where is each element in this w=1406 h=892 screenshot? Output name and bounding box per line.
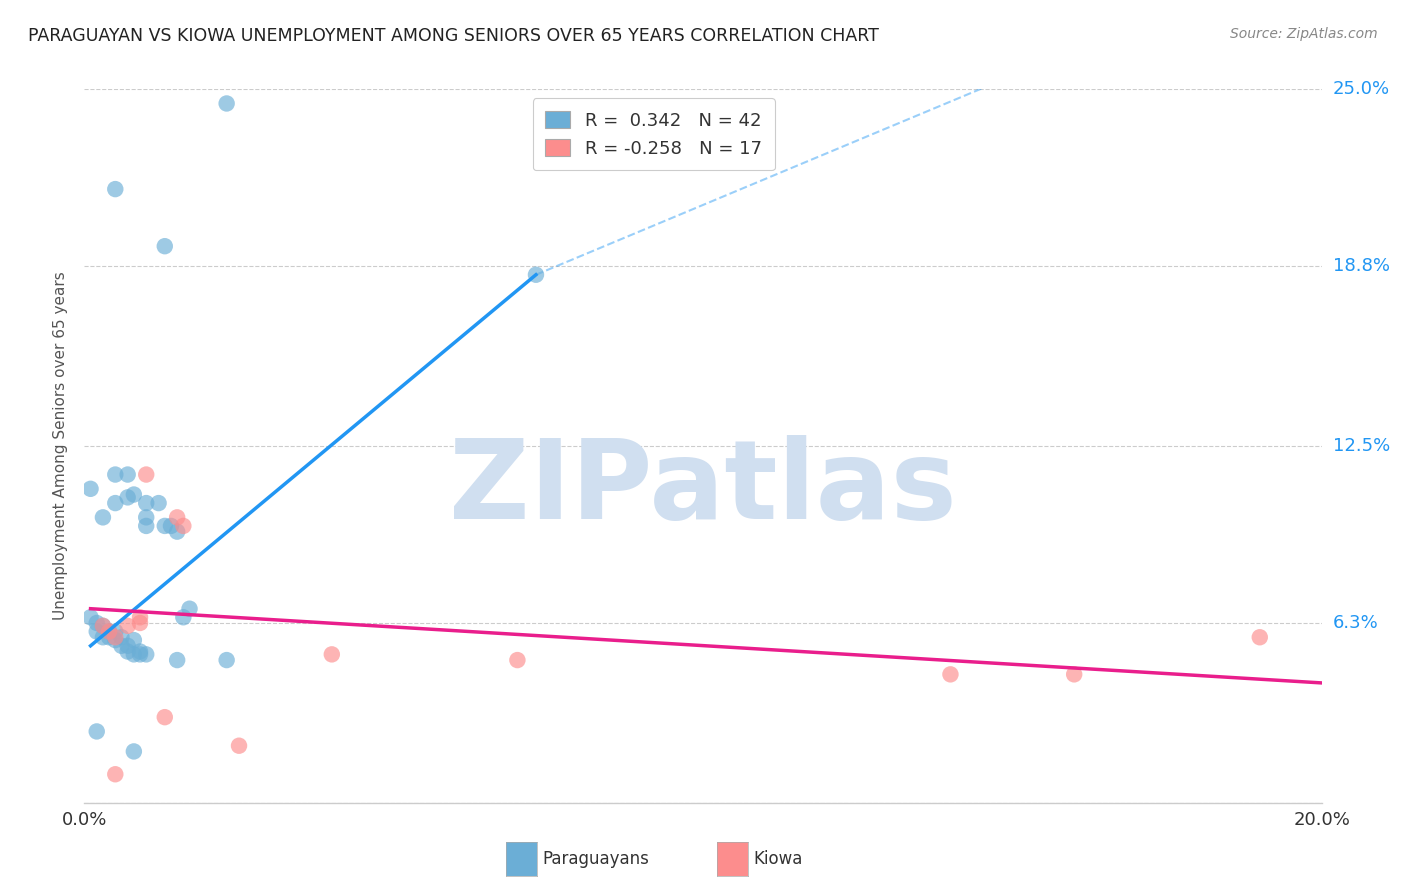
Point bbox=[117, 639, 139, 653]
Text: Paraguayans: Paraguayans bbox=[543, 850, 650, 868]
Point bbox=[104, 182, 127, 196]
Text: 18.8%: 18.8% bbox=[1333, 257, 1389, 275]
Point bbox=[1249, 630, 1271, 644]
Legend: R =  0.342   N = 42, R = -0.258   N = 17: R = 0.342 N = 42, R = -0.258 N = 17 bbox=[533, 98, 775, 170]
Y-axis label: Unemployment Among Seniors over 65 years: Unemployment Among Seniors over 65 years bbox=[53, 272, 69, 620]
Point bbox=[215, 653, 238, 667]
Point bbox=[135, 467, 157, 482]
Point bbox=[86, 624, 108, 639]
Point bbox=[172, 519, 194, 533]
Point bbox=[98, 624, 121, 639]
Point bbox=[79, 610, 101, 624]
Point bbox=[86, 615, 108, 630]
Point bbox=[153, 710, 176, 724]
Point bbox=[1063, 667, 1085, 681]
Point bbox=[939, 667, 962, 681]
Point bbox=[135, 648, 157, 662]
Point bbox=[166, 653, 188, 667]
Point bbox=[166, 524, 188, 539]
Point bbox=[506, 653, 529, 667]
Point bbox=[179, 601, 201, 615]
Point bbox=[166, 510, 188, 524]
Point bbox=[122, 487, 145, 501]
Point bbox=[91, 619, 114, 633]
Point bbox=[91, 619, 114, 633]
Point bbox=[129, 644, 152, 658]
Point bbox=[148, 496, 170, 510]
Point bbox=[117, 467, 139, 482]
Point bbox=[172, 610, 194, 624]
Point bbox=[122, 633, 145, 648]
Point bbox=[117, 619, 139, 633]
Text: ZIPatlas: ZIPatlas bbox=[449, 435, 957, 542]
Point bbox=[117, 491, 139, 505]
Point bbox=[153, 239, 176, 253]
Point bbox=[153, 519, 176, 533]
Point bbox=[135, 496, 157, 510]
Point bbox=[228, 739, 250, 753]
Point bbox=[104, 767, 127, 781]
Point bbox=[110, 630, 132, 644]
Point bbox=[104, 624, 127, 639]
Point bbox=[104, 633, 127, 648]
Point bbox=[98, 630, 121, 644]
Text: Kiowa: Kiowa bbox=[754, 850, 803, 868]
Point bbox=[104, 496, 127, 510]
Point bbox=[129, 615, 152, 630]
Point bbox=[110, 639, 132, 653]
Point bbox=[91, 510, 114, 524]
Point bbox=[135, 519, 157, 533]
Point bbox=[117, 644, 139, 658]
Point bbox=[104, 630, 127, 644]
Point bbox=[91, 630, 114, 644]
Point bbox=[86, 724, 108, 739]
Point bbox=[122, 648, 145, 662]
Point bbox=[321, 648, 343, 662]
Point bbox=[129, 610, 152, 624]
Text: 25.0%: 25.0% bbox=[1333, 80, 1391, 98]
Point bbox=[129, 648, 152, 662]
Text: 12.5%: 12.5% bbox=[1333, 437, 1391, 455]
Point bbox=[122, 744, 145, 758]
Point bbox=[79, 482, 101, 496]
Text: Source: ZipAtlas.com: Source: ZipAtlas.com bbox=[1230, 27, 1378, 41]
Point bbox=[104, 467, 127, 482]
Text: 6.3%: 6.3% bbox=[1333, 614, 1378, 632]
Point bbox=[98, 624, 121, 639]
Point bbox=[524, 268, 547, 282]
Point bbox=[160, 519, 183, 533]
Text: PARAGUAYAN VS KIOWA UNEMPLOYMENT AMONG SENIORS OVER 65 YEARS CORRELATION CHART: PARAGUAYAN VS KIOWA UNEMPLOYMENT AMONG S… bbox=[28, 27, 879, 45]
Point bbox=[135, 510, 157, 524]
Point bbox=[215, 96, 238, 111]
